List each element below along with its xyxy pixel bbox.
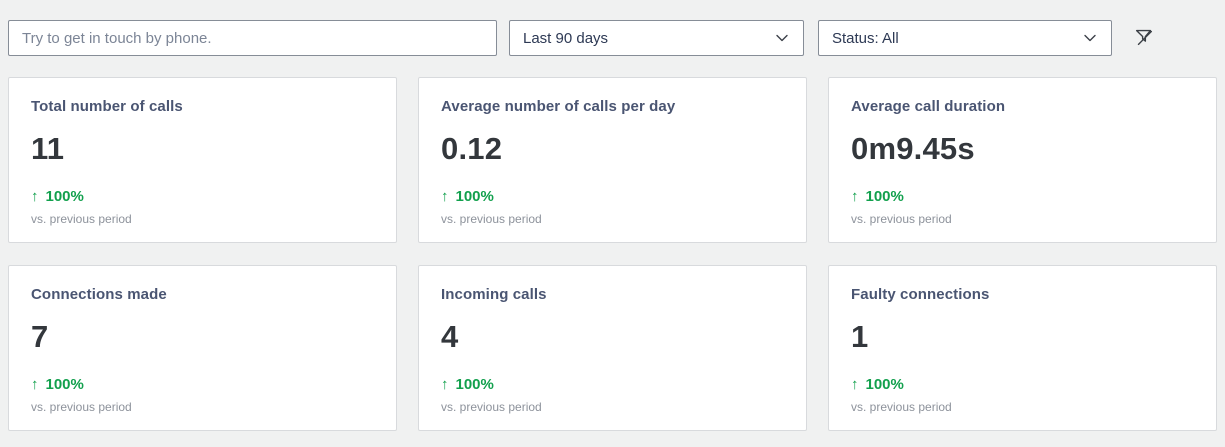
stat-card-value: 1 xyxy=(851,319,869,354)
filters-toolbar: Last 90 days Status: All xyxy=(8,20,1217,56)
stat-card-value: 0.12 xyxy=(441,131,503,166)
stat-card-caption: vs. previous period xyxy=(851,400,952,414)
stat-card-delta-value: 100% xyxy=(865,188,904,205)
period-filter-select[interactable]: Last 90 days xyxy=(509,20,804,56)
arrow-up-icon: ↑ xyxy=(441,376,449,393)
stat-card-caption: vs. previous period xyxy=(31,212,132,226)
stat-card-title: Faulty connections xyxy=(851,286,990,303)
stat-card-delta: ↑ 100% xyxy=(851,376,1194,393)
stat-card-title: Connections made xyxy=(31,286,167,303)
clear-filters-button[interactable] xyxy=(1129,23,1159,53)
arrow-up-icon: ↑ xyxy=(441,188,449,205)
stat-card-caption: vs. previous period xyxy=(441,212,542,226)
stat-card-value: 4 xyxy=(441,319,459,354)
stat-card-connections-made: Connections made 7 ↑ 100% vs. previous p… xyxy=(8,265,397,431)
stat-card-faulty-connections: Faulty connections 1 ↑ 100% vs. previous… xyxy=(828,265,1217,431)
arrow-up-icon: ↑ xyxy=(31,376,39,393)
stat-card-delta-value: 100% xyxy=(45,188,84,205)
stats-cards-grid: Total number of calls 11 ↑ 100% vs. prev… xyxy=(8,77,1217,431)
stat-card-avg-calls-per-day: Average number of calls per day 0.12 ↑ 1… xyxy=(418,77,807,243)
stat-card-delta-value: 100% xyxy=(865,376,904,393)
chevron-down-icon xyxy=(774,30,790,46)
stat-card-caption: vs. previous period xyxy=(851,212,952,226)
arrow-up-icon: ↑ xyxy=(851,188,859,205)
stat-card-caption: vs. previous period xyxy=(31,400,132,414)
filter-off-icon xyxy=(1133,26,1155,51)
arrow-up-icon: ↑ xyxy=(851,376,859,393)
stat-card-caption: vs. previous period xyxy=(441,400,542,414)
stat-card-delta-value: 100% xyxy=(455,376,494,393)
stat-card-delta: ↑ 100% xyxy=(441,376,784,393)
arrow-up-icon: ↑ xyxy=(31,188,39,205)
stat-card-delta: ↑ 100% xyxy=(441,188,784,205)
chevron-down-icon xyxy=(1082,30,1098,46)
stat-card-delta-value: 100% xyxy=(45,376,84,393)
stat-card-avg-call-duration: Average call duration 0m9.45s ↑ 100% vs.… xyxy=(828,77,1217,243)
stat-card-title: Average call duration xyxy=(851,98,1006,115)
status-filter-select[interactable]: Status: All xyxy=(818,20,1112,56)
stat-card-value: 11 xyxy=(31,131,65,166)
stat-card-delta: ↑ 100% xyxy=(31,376,374,393)
stat-card-delta-value: 100% xyxy=(455,188,494,205)
stat-card-delta: ↑ 100% xyxy=(31,188,374,205)
search-input[interactable] xyxy=(8,20,497,56)
status-filter-value: Status: All xyxy=(832,29,899,47)
stat-card-incoming-calls: Incoming calls 4 ↑ 100% vs. previous per… xyxy=(418,265,807,431)
stat-card-value: 0m9.45s xyxy=(851,131,975,166)
stat-card-title: Incoming calls xyxy=(441,286,547,303)
stat-card-title: Average number of calls per day xyxy=(441,98,676,115)
stat-card-delta: ↑ 100% xyxy=(851,188,1194,205)
stat-card-value: 7 xyxy=(31,319,49,354)
period-filter-value: Last 90 days xyxy=(523,29,609,47)
stat-card-title: Total number of calls xyxy=(31,98,183,115)
stat-card-total-calls: Total number of calls 11 ↑ 100% vs. prev… xyxy=(8,77,397,243)
